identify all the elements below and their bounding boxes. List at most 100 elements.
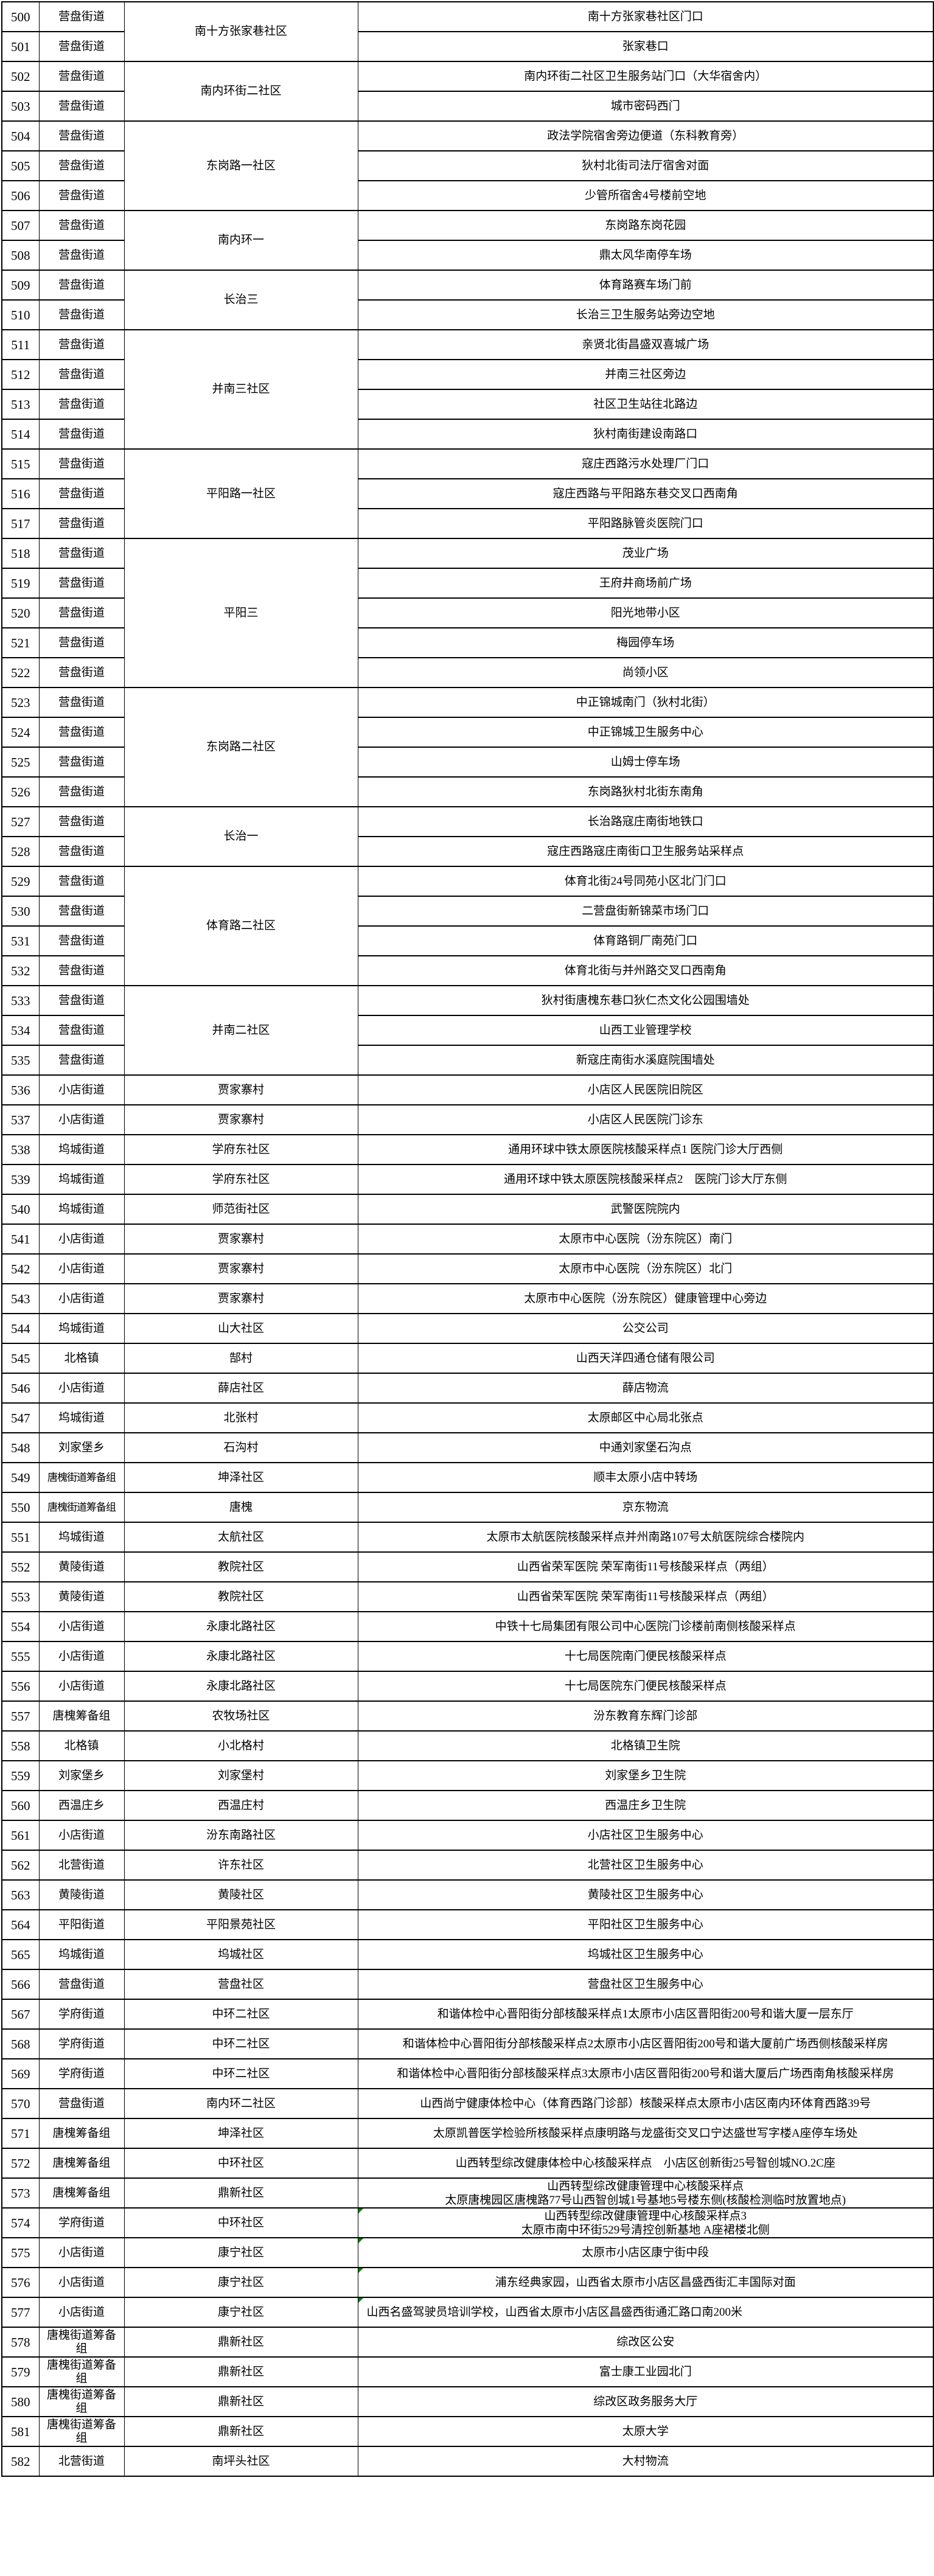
community-cell: 南内环一 (124, 210, 358, 271)
community-cell: 贾家寨村 (124, 1074, 358, 1105)
no-cell: 530 (1, 896, 40, 927)
street-cell: 刘家堡乡 (38, 1432, 125, 1463)
community-cell: 学府东社区 (124, 1164, 358, 1195)
community-cell: 刘家堡村 (124, 1760, 358, 1791)
community-cell: 营盘社区 (124, 1969, 358, 2000)
community-cell: 南内环二社区 (124, 2088, 358, 2119)
location-cell: 鼎太风华南停车场 (357, 240, 934, 271)
street-cell: 小店街道 (38, 1611, 125, 1642)
table-row: 530 营盘街道 二营盘街新锦菜市场门口 (1, 896, 934, 927)
community-cell: 体育路二社区 (124, 866, 358, 986)
location-cell: 综改区公安 (357, 2327, 934, 2358)
street-cell: 小店街道 (38, 2297, 125, 2328)
table-row: 581 唐槐街道筹备组 鼎新社区 太原大学 (1, 2416, 934, 2447)
street-cell: 北营街道 (38, 1850, 125, 1881)
location-cell: 少管所宿舍4号楼前空地 (357, 180, 934, 211)
location-cell: 太原凯普医学检验所核酸采样点康明路与龙盛街交叉口宁达盛世写字楼A座停车场处 (357, 2118, 934, 2149)
no-cell: 565 (1, 1939, 40, 1970)
table-row: 560 西温庄乡 西温庄村 西温庄乡卫生院 (1, 1790, 934, 1821)
table-row: 557 唐槐筹备组 农牧场社区 汾东教育东辉门诊部 (1, 1701, 934, 1732)
community-cell: 坤泽社区 (124, 1462, 358, 1493)
table-row: 571 唐槐筹备组 坤泽社区 太原凯普医学检验所核酸采样点康明路与龙盛街交叉口宁达盛世… (1, 2118, 934, 2149)
table-row: 507 营盘街道 南内环一 东岗路东岗花园 (1, 210, 934, 271)
location-cell: 体育路铜厂南苑门口 (357, 925, 934, 956)
street-cell: 营盘街道 (38, 1969, 125, 2000)
location-cell: 中铁十七局集团有限公司中心医院门诊楼前南侧核酸采样点 (357, 1611, 934, 1642)
table-row: 526 营盘街道 东岗路狄村北街东南角 (1, 776, 934, 807)
table-row: 514 营盘街道 狄村南街建设南路口 (1, 419, 934, 450)
location-cell: 体育北街24号同苑小区北门门口 (357, 866, 934, 897)
no-cell: 542 (1, 1253, 40, 1284)
location-cell: 通用环球中铁太原医院核酸采样点1 医院门诊大厅西侧 (357, 1134, 934, 1165)
community-cell: 汾东南路社区 (124, 1820, 358, 1851)
no-cell: 513 (1, 389, 40, 420)
street-cell: 学府街道 (38, 2058, 125, 2089)
location-cell: 亲贤北街昌盛双喜城广场 (357, 329, 934, 360)
location-cell: 东岗路东岗花园 (357, 210, 934, 241)
table-row: 544 坞城街道 山大社区 公交公司 (1, 1313, 934, 1344)
community-cell: 中环二社区 (124, 2028, 358, 2059)
no-cell: 547 (1, 1402, 40, 1433)
community-cell: 东岗路二社区 (124, 687, 358, 807)
street-cell: 小店街道 (38, 1820, 125, 1851)
no-cell: 579 (1, 2356, 40, 2387)
location-cell: 南十方张家巷社区门口 (357, 1, 934, 32)
table-row: 531 营盘街道 体育路铜厂南苑门口 (1, 925, 934, 956)
street-cell: 营盘街道 (38, 389, 125, 420)
table-row: 563 黄陵街道 黄陵社区 黄陵社区卫生服务中心 (1, 1879, 934, 1910)
table-row: 529 营盘街道 体育路二社区 体育北街24号同苑小区北门门口 (1, 866, 934, 986)
location-cell: 坞城社区卫生服务中心 (357, 1939, 934, 1970)
community-cell: 贾家寨村 (124, 1104, 358, 1135)
street-cell: 营盘街道 (38, 299, 125, 330)
location-cell: 寇庄西路污水处理厂门口 (357, 448, 934, 479)
sampling-points-table: 500 营盘街道 南十方张家巷社区 南十方张家巷社区门口 501 营盘街道 张家巷口 502 营… (1, 1, 934, 2477)
location-cell: 狄村北街司法厅宿舍对面 (357, 150, 934, 181)
table-row: 508 营盘街道 鼎太风华南停车场 (1, 240, 934, 271)
location-cell: 和谐体检中心晋阳街分部核酸采样点1太原市小店区晋阳街200号和谐大厦一层东厅 (357, 1999, 934, 2030)
street-cell: 营盘街道 (38, 896, 125, 927)
no-cell: 551 (1, 1522, 40, 1553)
no-cell: 518 (1, 538, 40, 569)
table-row: 513 营盘街道 社区卫生站往北路边 (1, 389, 934, 420)
location-cell: 梅园停车场 (357, 627, 934, 658)
street-cell: 营盘街道 (38, 717, 125, 748)
community-cell: 永康北路社区 (124, 1611, 358, 1642)
community-cell: 平阳路一社区 (124, 448, 358, 539)
location-cell: 寇庄西路寇庄南街口卫生服务站采样点 (357, 836, 934, 867)
table-row: 565 坞城街道 坞城社区 坞城社区卫生服务中心 (1, 1939, 934, 1970)
no-cell: 570 (1, 2088, 40, 2119)
location-cell: 东岗路狄村北街东南角 (357, 776, 934, 807)
table-row: 503 营盘街道 城市密码西门 (1, 91, 934, 122)
no-cell: 582 (1, 2446, 40, 2477)
street-cell: 营盘街道 (38, 240, 125, 271)
street-cell: 学府街道 (38, 1999, 125, 2030)
location-cell-with-comment-flag-icon: 太原市小店区康宁街中段 (357, 2237, 934, 2268)
location-cell: 北营社区卫生服务中心 (357, 1850, 934, 1881)
table-row: 539 坞城街道 学府东社区 通用环球中铁太原医院核酸采样点2 医院门诊大厅东侧 (1, 1164, 934, 1195)
table-row: 546 小店街道 薛店社区 薛店物流 (1, 1373, 934, 1404)
community-cell: 东岗路一社区 (124, 120, 358, 211)
street-cell: 营盘街道 (38, 806, 125, 837)
table-row: 579 唐槐街道筹备组 鼎新社区 富士康工业园北门 (1, 2356, 934, 2387)
street-cell: 黄陵街道 (38, 1581, 125, 1612)
community-cell: 中环二社区 (124, 1999, 358, 2030)
table-row: 580 唐槐街道筹备组 鼎新社区 综改区政务服务大厅 (1, 2386, 934, 2417)
table-row: 511 营盘街道 并南三社区 亲贤北街昌盛双喜城广场 (1, 329, 934, 450)
no-cell: 562 (1, 1850, 40, 1881)
table-row: 549 唐槐街道筹备组 坤泽社区 顺丰太原小店中转场 (1, 1462, 934, 1493)
street-cell: 营盘街道 (38, 747, 125, 778)
no-cell: 567 (1, 1999, 40, 2030)
no-cell: 561 (1, 1820, 40, 1851)
location-cell: 山西工业管理学校 (357, 1015, 934, 1046)
table-row: 501 营盘街道 张家巷口 (1, 31, 934, 62)
table-row: 510 营盘街道 长治三卫生服务站旁边空地 (1, 299, 934, 330)
location-cell: 山西尚宁健康体检中心（体育西路门诊部）核酸采样点太原市小店区南内环体育西路39号 (357, 2088, 934, 2119)
location-cell: 薛店物流 (357, 1373, 934, 1404)
street-cell: 营盘街道 (38, 955, 125, 986)
no-cell: 580 (1, 2386, 40, 2417)
table-row: 577 小店街道 康宁社区 山西名盛驾驶员培训学校，山西省太原市小店区昌盛西街通汇路口… (1, 2297, 934, 2328)
no-cell: 576 (1, 2267, 40, 2298)
no-cell: 573 (1, 2177, 40, 2209)
street-cell: 北格镇 (38, 1343, 125, 1374)
street-cell: 小店街道 (38, 1104, 125, 1135)
